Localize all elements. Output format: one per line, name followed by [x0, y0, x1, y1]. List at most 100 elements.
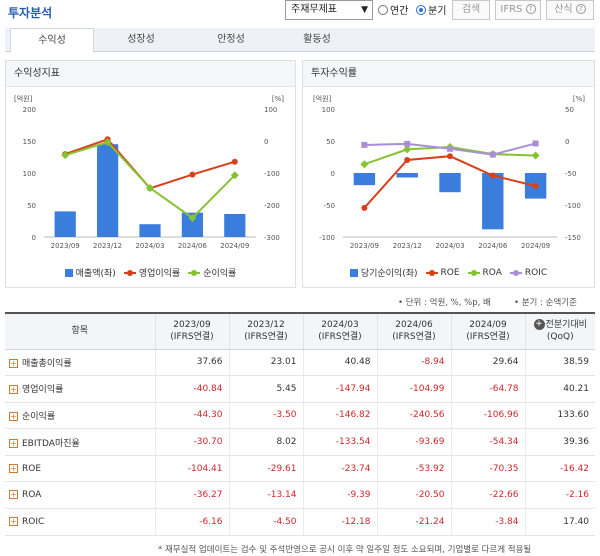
value-cell: -4.50: [228, 508, 303, 536]
row-label-cell[interactable]: + ROE: [5, 455, 155, 483]
value-cell: -147.94: [302, 375, 377, 403]
row-label: 영업이익률: [22, 385, 64, 396]
series-point: [361, 141, 368, 148]
expand-plus-icon[interactable]: +: [9, 516, 18, 526]
right-tick-label: -150: [565, 234, 581, 242]
expand-plus-icon[interactable]: +: [9, 438, 18, 448]
row-label: ROA: [22, 490, 42, 501]
formula-help-button[interactable]: 산식 ?: [546, 0, 594, 20]
row-label-cell[interactable]: + ROIC: [5, 508, 155, 536]
legend-swatch: [64, 268, 73, 277]
profitability-table: 항목 2023/09 (IFRS연결) 2023/12 (IFRS연결) 2024/…: [5, 312, 595, 536]
question-icon: ?: [525, 4, 536, 14]
series-point: [447, 153, 453, 160]
header-bar: 투자분석 주재무제표 ▼ 연간 분기 검색 IFRS ? 산식 ?: [0, 0, 600, 24]
legend-swatch: [509, 269, 522, 276]
right-tick-label: -100: [264, 170, 280, 178]
ifrs-label: IFRS: [500, 4, 523, 15]
radio-quarter[interactable]: 분기: [416, 2, 446, 17]
x-tick-label: 2024/03: [435, 242, 464, 250]
tab-profitability[interactable]: 수익성: [10, 28, 94, 53]
bar: [97, 144, 119, 237]
right-tick-label: 50: [565, 106, 574, 114]
left-tick-label: 50: [326, 138, 335, 146]
plus-circle-icon[interactable]: +: [533, 319, 545, 331]
series-point: [103, 138, 112, 147]
legend-swatch: [349, 268, 358, 277]
legend-label: 매출액(좌): [75, 269, 116, 279]
question-icon: ?: [575, 4, 586, 14]
series-point: [188, 213, 197, 222]
legend-item-net-income: 당기순이익(좌): [349, 266, 418, 279]
x-tick-label: 2023/09: [350, 242, 379, 250]
series-point: [489, 172, 496, 179]
value-cell: -13.14: [228, 481, 303, 510]
bar: [54, 211, 76, 237]
expand-plus-icon[interactable]: +: [9, 490, 18, 500]
search-button[interactable]: 검색: [452, 0, 490, 20]
x-tick-label: 2024/06: [178, 242, 208, 250]
profitability-chart: [억원] [%] 200 150 100 50 0 100 0 -100 -200 -300 2023/…: [14, 94, 284, 250]
legend-item-net-margin: 순이익률: [188, 266, 236, 279]
chart-legend: 당기순이익(좌) ROE ROA ROIC: [303, 266, 594, 279]
radio-annual-circle[interactable]: [378, 4, 388, 15]
value-cell: 8.02: [228, 428, 303, 456]
investment-return-chart-panel: 투자수익률 [억원] [%] 100 50 0 -50 -100 50 0 -50 -100 -150…: [302, 60, 595, 288]
tab-bar: 수익성 성장성 안정성 활동성: [5, 28, 595, 53]
tab-growth[interactable]: 성장성: [127, 34, 155, 45]
table-row: + ROA -36.27 -13.14 -9.39 -20.50 -22.66 -2.16: [5, 481, 595, 510]
expand-plus-icon[interactable]: +: [9, 358, 18, 368]
left-tick-label: 200: [23, 106, 36, 114]
row-label-cell[interactable]: + 영업이익률: [5, 375, 155, 403]
tab-activity[interactable]: 활동성: [303, 34, 331, 45]
legend-item-sales: 매출액(좌): [64, 266, 116, 279]
row-label-cell[interactable]: + EBITDA마진율: [5, 428, 155, 456]
row-label: 순이익률: [22, 411, 56, 422]
tab-stability[interactable]: 안정성: [217, 34, 245, 45]
expand-plus-icon[interactable]: +: [9, 463, 18, 473]
value-cell: -53.92: [376, 455, 451, 483]
right-tick-label: 0: [565, 138, 569, 146]
value-cell: -133.54: [302, 428, 377, 456]
bar: [139, 224, 161, 237]
qoq-cell: 17.40: [524, 508, 595, 536]
row-label-cell[interactable]: + 매출총이익률: [5, 349, 155, 377]
bar: [439, 173, 461, 193]
series-point: [61, 151, 70, 160]
bar: [396, 173, 418, 178]
left-tick-label: 150: [23, 138, 36, 146]
left-unit-label: [억원]: [14, 94, 33, 103]
value-cell: -36.27: [154, 481, 229, 510]
value-cell: -12.18: [302, 508, 377, 536]
right-tick-label: 0: [264, 138, 268, 146]
statement-select[interactable]: 주재무제표 ▼: [285, 0, 373, 20]
expand-plus-icon[interactable]: +: [9, 385, 18, 395]
x-tick-label: 2024/09: [220, 242, 249, 250]
value-cell: 29.64: [450, 349, 525, 377]
unit-note: • 단위 : 억원, %, %p, 배: [398, 298, 491, 308]
row-label-cell[interactable]: + ROA: [5, 481, 155, 510]
row-label-cell[interactable]: + 순이익률: [5, 402, 155, 430]
value-cell: -70.35: [450, 455, 525, 483]
right-tick-label: 100: [264, 106, 277, 114]
radio-annual[interactable]: 연간: [378, 2, 408, 17]
expand-plus-icon[interactable]: +: [9, 411, 18, 421]
value-cell: -23.74: [302, 455, 377, 483]
investment-return-chart: [억원] [%] 100 50 0 -50 -100 50 0 -50 -100 -150 2023/0…: [313, 94, 585, 250]
col-header-qoq: + 전분기대비 (QoQ): [524, 312, 595, 350]
series-point: [489, 151, 496, 158]
value-cell: -146.82: [302, 402, 377, 430]
ifrs-help-button[interactable]: IFRS ?: [495, 0, 541, 20]
radio-quarter-circle[interactable]: [416, 4, 426, 15]
legend-swatch: [188, 269, 201, 276]
series-point: [360, 160, 369, 169]
panel-title: 투자수익률: [303, 61, 594, 87]
value-cell: -44.30: [154, 402, 229, 430]
right-tick-label: -300: [264, 234, 280, 242]
series-point: [230, 171, 239, 180]
radio-quarter-label: 분기: [428, 6, 447, 17]
table-row: + ROIC -6.16 -4.50 -12.18 -21.24 -3.84 17.40: [5, 508, 595, 536]
qoq-cell: 40.21: [524, 375, 595, 403]
formula-label: 산식: [554, 4, 573, 15]
